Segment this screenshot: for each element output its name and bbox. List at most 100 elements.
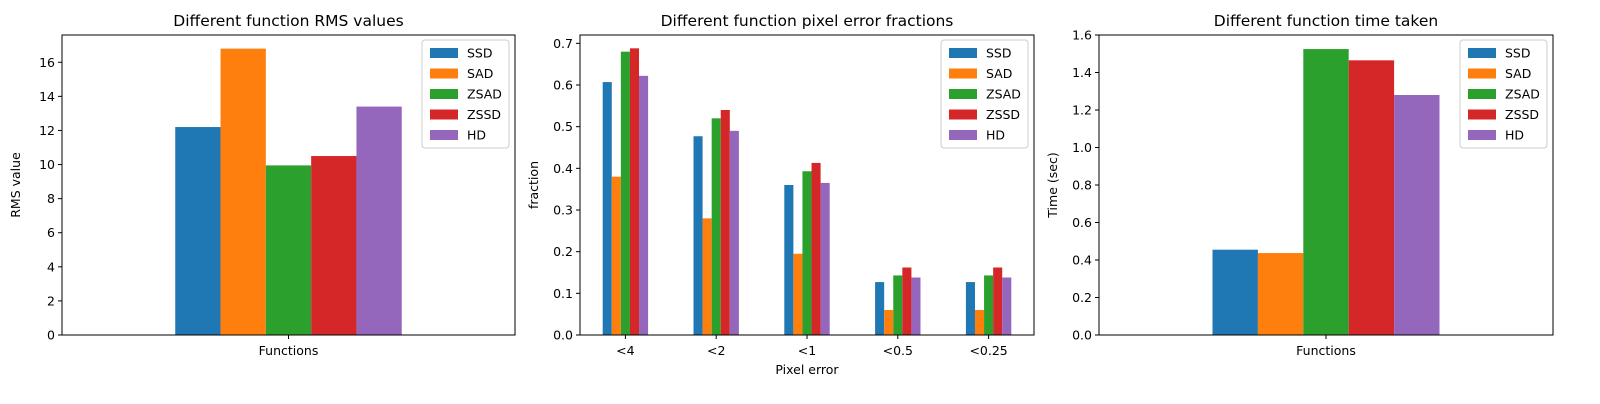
bar-sad — [974, 310, 985, 335]
chart-title: Different function pixel error fractions — [661, 12, 954, 30]
bar-hd — [820, 182, 830, 335]
x-tick-label: <2 — [707, 343, 725, 358]
bar-sad — [702, 218, 712, 335]
y-tick-label: 0.4 — [1072, 253, 1092, 268]
bar-ssd — [965, 282, 975, 335]
legend-label-sad: SAD — [986, 66, 1012, 81]
bar-ssd — [693, 136, 703, 335]
y-tick-label: 4 — [47, 259, 55, 274]
y-tick-label: 12 — [39, 123, 55, 138]
bar-zssd — [811, 162, 821, 335]
legend: SSD SAD ZSAD ZSSD HD — [1459, 39, 1548, 149]
bar-hd — [729, 130, 739, 335]
y-tick-label: 16 — [39, 55, 55, 70]
legend-swatch-zsad — [1468, 89, 1496, 99]
y-tick-label: 0.2 — [1072, 290, 1092, 305]
y-tick-label: 0.6 — [553, 78, 573, 93]
bar-zssd — [720, 110, 730, 335]
legend: SSD SAD ZSAD ZSSD HD — [940, 39, 1029, 149]
y-tick-label: 1.0 — [1072, 140, 1092, 155]
legend-label-zssd: ZSSD — [1505, 107, 1539, 122]
bar-zssd — [902, 267, 912, 335]
legend-swatch-zssd — [949, 109, 977, 120]
legend-swatch-ssd — [949, 48, 977, 58]
y-tick-label: 6 — [47, 225, 55, 240]
bar-zsad — [1303, 49, 1349, 335]
y-tick-label: 0.7 — [553, 36, 573, 51]
chart-title: Different function RMS values — [173, 12, 403, 30]
bar-ssd — [602, 82, 612, 335]
bar-hd — [911, 277, 921, 335]
y-tick-label: 0.2 — [553, 244, 573, 259]
y-tick-label: 0.6 — [1072, 215, 1092, 230]
chart-panel-2: 0.0 0.1 0.2 0.3 0.4 0.5 0.6 0.7 <4 <2 <1 <0.5 <0.25 D… — [526, 12, 1035, 377]
legend-label-zsad: ZSAD — [467, 87, 502, 102]
legend-label-hd: HD — [986, 128, 1005, 143]
y-tick-label: 14 — [39, 89, 55, 104]
x-tick-label: <0.5 — [883, 343, 913, 358]
bar-zsad — [893, 275, 903, 335]
bar-zssd — [993, 267, 1003, 335]
legend-swatch-sad — [430, 68, 458, 79]
bar-sad — [220, 48, 266, 336]
bar-sad — [611, 176, 621, 335]
legend-box — [940, 39, 1029, 149]
legend-swatch-ssd — [430, 48, 458, 58]
bar-ssd — [784, 185, 794, 335]
y-axis-label: fraction — [526, 161, 541, 209]
bar-hd — [1394, 95, 1440, 335]
bar-sad — [1257, 253, 1304, 335]
bar-zssd — [629, 48, 640, 335]
bar-zssd — [1348, 60, 1395, 335]
x-axis-label: Pixel error — [775, 362, 839, 377]
legend: SSD SAD ZSAD ZSSD HD — [421, 39, 510, 149]
y-tick-label: 0.8 — [1072, 178, 1092, 193]
bar-ssd — [175, 127, 221, 335]
chart-panel-1: 0 2 4 6 8 10 12 14 16 Functions Different function… — [8, 12, 516, 358]
y-tick-label: 0.0 — [1072, 328, 1092, 343]
bar-ssd — [1212, 249, 1258, 335]
bar-hd — [356, 106, 402, 335]
y-tick-label: 0.3 — [553, 203, 573, 218]
x-tick-label: <0.25 — [969, 343, 1007, 358]
bar-zsad — [620, 51, 630, 336]
legend-swatch-hd — [430, 130, 458, 140]
legend-swatch-hd — [949, 130, 977, 140]
x-tick-label: Functions — [259, 343, 319, 358]
y-tick-label: 0.4 — [553, 161, 573, 176]
legend-swatch-zsad — [949, 89, 977, 99]
legend-label-ssd: SSD — [1505, 46, 1531, 61]
bar-zsad — [984, 275, 994, 335]
bar-ssd — [875, 282, 885, 335]
bar-zsad — [711, 118, 721, 335]
legend-label-hd: HD — [467, 128, 486, 143]
y-axis-label: RMS value — [8, 152, 23, 218]
legend-swatch-ssd — [1468, 48, 1496, 58]
legend-swatch-zssd — [1468, 109, 1496, 120]
legend-swatch-sad — [949, 68, 977, 79]
bar-sad — [884, 310, 894, 335]
legend-swatch-zssd — [430, 109, 458, 120]
legend-swatch-sad — [1468, 68, 1496, 79]
legend-box — [421, 39, 510, 149]
legend-label-sad: SAD — [467, 66, 493, 81]
y-tick-label: 2 — [47, 293, 55, 308]
y-tick-label: 1.2 — [1072, 103, 1092, 118]
legend-label-zsad: ZSAD — [986, 87, 1021, 102]
y-tick-label: 0 — [47, 328, 55, 343]
bar-zssd — [311, 156, 357, 335]
y-tick-label: 8 — [47, 191, 55, 206]
y-tick-label: 0.1 — [553, 286, 573, 301]
y-tick-label: 1.6 — [1072, 28, 1092, 43]
bar-zsad — [802, 171, 812, 335]
y-tick-label: 10 — [39, 157, 55, 172]
bar-hd — [639, 75, 649, 335]
legend-label-zssd: ZSSD — [467, 107, 501, 122]
legend-label-ssd: SSD — [467, 46, 493, 61]
legend-swatch-zsad — [430, 89, 458, 99]
chart-title: Different function time taken — [1214, 12, 1438, 30]
bar-zsad — [265, 165, 312, 335]
legend-label-sad: SAD — [1505, 66, 1531, 81]
y-axis-label: Time (sec) — [1045, 152, 1060, 218]
